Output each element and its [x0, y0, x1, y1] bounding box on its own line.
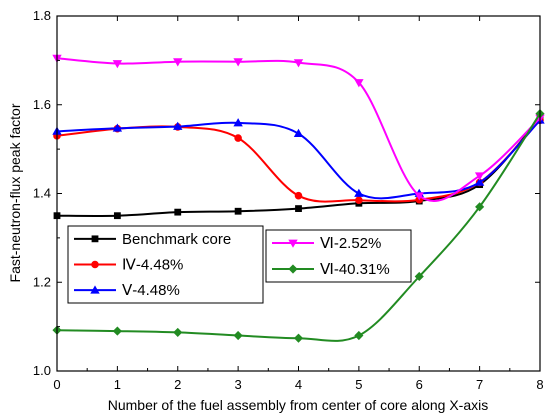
- data-point: [295, 205, 302, 212]
- data-point: [173, 121, 183, 130]
- legend-label: Ⅵ-2.52%: [320, 235, 381, 252]
- legend-swatch-marker: [91, 260, 99, 269]
- data-point: [293, 59, 304, 68]
- data-point: [174, 208, 182, 216]
- series-layer: [52, 54, 545, 343]
- series-line: [56, 119, 541, 200]
- x-tick-label: 7: [476, 377, 483, 392]
- series-line: [56, 113, 541, 342]
- data-point: [112, 60, 123, 69]
- data-point: [173, 327, 183, 337]
- data-point: [354, 79, 364, 88]
- x-axis-title: Number of the fuel assembly from center …: [108, 397, 489, 413]
- data-point: [234, 134, 242, 142]
- x-tick-label: 3: [235, 377, 242, 392]
- x-tick-label: 4: [295, 377, 302, 392]
- legend-entry: Ⅳ-4.48%: [74, 257, 183, 274]
- data-point: [474, 177, 485, 186]
- data-point: [112, 326, 122, 336]
- y-tick-label: 1.8: [33, 8, 51, 23]
- legend-swatch-marker: [288, 264, 298, 274]
- y-axis-title: Fast-neutron-flux peak factor: [7, 103, 23, 282]
- data-point: [475, 202, 485, 212]
- legend-left: Benchmark core Ⅳ-4.48% Ⅴ-4.48%: [67, 225, 264, 304]
- data-point: [414, 271, 424, 282]
- ticks-layer: 0 1 2 3 4 5 6 7 8 1.0 1.2 1.4 1.6 1.8: [33, 8, 544, 392]
- x-tick-label: 2: [174, 377, 181, 392]
- data-point: [233, 118, 243, 127]
- legend-entry: Ⅴ-4.48%: [74, 282, 180, 299]
- x-tick-label: 0: [53, 377, 60, 392]
- x-tick-label: 5: [355, 377, 362, 392]
- data-point: [294, 191, 303, 200]
- x-tick-label: 6: [416, 377, 423, 392]
- y-tick-label: 1.0: [33, 363, 51, 378]
- x-tick-label: 1: [114, 377, 121, 392]
- data-point: [234, 207, 242, 215]
- data-point: [233, 58, 243, 67]
- data-point: [293, 333, 304, 343]
- legend-entry: Benchmark core: [74, 231, 231, 248]
- data-point: [113, 212, 121, 220]
- series-line: [56, 117, 541, 217]
- x-tick-label: 8: [536, 377, 543, 392]
- data-point: [354, 188, 364, 197]
- legend-right: Ⅵ-2.52% Ⅵ-40.31%: [265, 229, 412, 283]
- legend-entry: Ⅵ-40.31%: [272, 261, 390, 278]
- legend-label: Ⅵ-40.31%: [320, 261, 390, 278]
- legend-label: Ⅴ-4.48%: [122, 282, 180, 299]
- legend-swatch-marker: [91, 235, 99, 243]
- y-tick-label: 1.4: [33, 186, 51, 201]
- y-tick-label: 1.2: [33, 274, 51, 289]
- series-2: [52, 115, 545, 200]
- legend-layer: Benchmark core Ⅳ-4.48% Ⅴ-4.48% Ⅵ-2.52% Ⅵ-40.…: [67, 225, 412, 304]
- data-point: [173, 58, 183, 67]
- data-point: [354, 330, 364, 341]
- legend-swatch-marker: [90, 285, 100, 294]
- legend-entry: Ⅵ-2.52%: [272, 235, 381, 252]
- data-point: [112, 123, 123, 132]
- data-point: [293, 128, 304, 137]
- data-point: [474, 172, 485, 181]
- legend-label: Ⅳ-4.48%: [122, 257, 183, 274]
- y-tick-label: 1.6: [33, 97, 51, 112]
- legend-box: [265, 229, 412, 283]
- data-point: [355, 196, 363, 204]
- series-line: [56, 57, 541, 202]
- legend-label: Benchmark core: [122, 231, 231, 248]
- data-point: [414, 192, 424, 201]
- legend-swatch-marker: [288, 239, 298, 248]
- data-point: [233, 330, 243, 341]
